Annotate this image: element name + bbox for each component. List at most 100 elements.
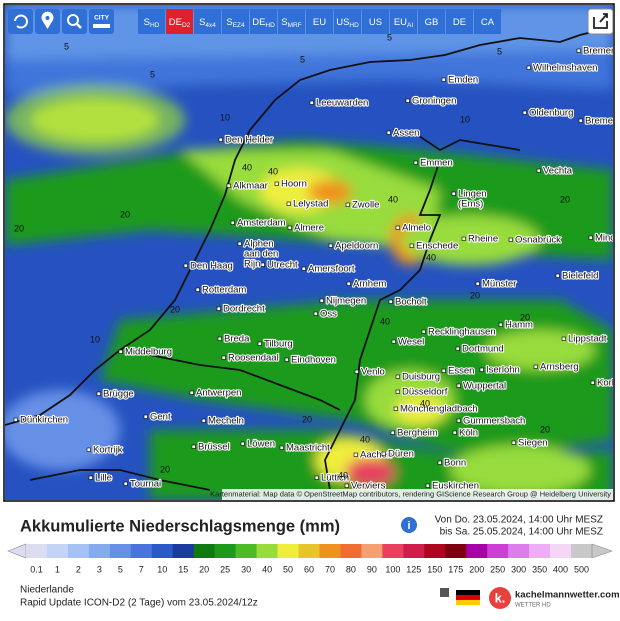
- legend-swatch: [256, 544, 278, 558]
- city-label: Utrecht: [267, 260, 298, 271]
- city-label: Maastricht: [286, 443, 330, 454]
- contour-label: 20: [470, 290, 480, 300]
- city-marker: [345, 202, 350, 207]
- city-label: Lippstadt: [568, 334, 607, 345]
- contour-label: 40: [420, 398, 430, 408]
- city-marker: [441, 77, 446, 82]
- model-button[interactable]: [250, 9, 277, 34]
- city-label: Emden: [448, 75, 478, 86]
- legend-swatch: [214, 544, 236, 558]
- model-button[interactable]: [418, 9, 445, 34]
- contour-label: 20: [540, 424, 550, 434]
- city-marker: [405, 98, 410, 103]
- city-label: Iserlohn: [486, 365, 520, 376]
- legend-value: 3: [97, 564, 102, 574]
- legend-value: 7: [139, 564, 144, 574]
- model-button[interactable]: [446, 9, 473, 34]
- legend-value: 5: [118, 564, 123, 574]
- precipitation-map[interactable]: Bremerhaven Wilhelmshaven Emden Oldenburg Br…: [0, 5, 620, 500]
- city-label: Vechta: [543, 166, 573, 177]
- contour-label: 5: [150, 69, 155, 79]
- model-button[interactable]: [334, 9, 361, 34]
- legend-value: 350: [532, 564, 547, 574]
- model-name: GB: [425, 17, 439, 28]
- model-button[interactable]: [306, 9, 333, 34]
- model-button[interactable]: [390, 9, 417, 34]
- model-button-label: DEHD: [252, 17, 275, 29]
- model-sub: MRF: [288, 22, 302, 29]
- model-name: S: [144, 17, 150, 28]
- legend-arrow-left: [7, 543, 27, 559]
- zoom-button[interactable]: [62, 9, 87, 34]
- city-label: Brügge: [103, 389, 134, 400]
- city-label: Mönchengladbach: [400, 404, 478, 415]
- model-button[interactable]: [138, 9, 165, 34]
- model-button-label: GB: [425, 17, 439, 28]
- city-label: Osnabrück: [515, 235, 561, 246]
- contour-label: 5: [497, 46, 502, 56]
- model-button[interactable]: [222, 9, 249, 34]
- city-marker: [195, 287, 200, 292]
- city-marker: [391, 339, 396, 344]
- legend-value: 25: [220, 564, 230, 574]
- city-marker: [191, 444, 196, 449]
- legend-arrow-right: [591, 543, 613, 559]
- legend-value: 1: [55, 564, 60, 574]
- city-marker: [437, 460, 442, 465]
- info-panel: Akkumulierte Niederschlagsmenge (mm) i V…: [7, 515, 620, 609]
- model-button[interactable]: [278, 9, 305, 34]
- city-label: Wilhelmshaven: [533, 63, 597, 74]
- legend-value: 2: [76, 564, 81, 574]
- model-name: S: [281, 17, 287, 28]
- city-label: Amsterdam: [237, 218, 286, 229]
- city-label: Alkmaar: [233, 181, 268, 192]
- city-marker: [274, 181, 279, 186]
- info-icon[interactable]: [401, 517, 417, 533]
- brand-logo[interactable]: [489, 587, 511, 609]
- city-marker: [461, 236, 466, 241]
- brand-logo-glyph: k.: [495, 590, 506, 605]
- city-marker: [240, 441, 245, 446]
- legend-value: 400: [553, 564, 568, 574]
- legend-value: 80: [346, 564, 356, 574]
- qr-icon[interactable]: [440, 588, 449, 597]
- contour-label: 40: [360, 434, 370, 444]
- model-button[interactable]: [362, 9, 389, 34]
- city-marker: [344, 483, 349, 488]
- city-marker: [221, 355, 226, 360]
- model-name: DE: [453, 17, 466, 28]
- refresh-button[interactable]: [8, 9, 33, 34]
- city-label: Emmen: [420, 158, 453, 169]
- contour-label: 40: [380, 316, 390, 326]
- city-label: Mind: [595, 233, 616, 244]
- contour-label: 10: [460, 114, 470, 124]
- city-marker: [455, 346, 460, 351]
- city-label: (Ems): [458, 199, 483, 210]
- city-label: aan den: [244, 249, 278, 260]
- legend: 0.1 1 2 3 5 7 10 15 20 25 30 40 50 60 70 80 90 100 125 150 1…: [7, 543, 613, 574]
- city-marker: [216, 306, 221, 311]
- legend-value: 70: [325, 564, 335, 574]
- city-label: Rijn: [244, 259, 260, 270]
- city-marker: [578, 118, 583, 123]
- city-label: Amersfoort: [308, 264, 355, 275]
- city-marker: [118, 349, 123, 354]
- city-label: Dordrecht: [223, 304, 265, 315]
- city-marker: [576, 48, 581, 53]
- city-marker: [522, 110, 527, 115]
- model-button[interactable]: [166, 9, 193, 34]
- title: Akkumulierte Niederschlagsmenge (mm): [20, 517, 340, 535]
- city-marker: [561, 336, 566, 341]
- legend-swatch: [382, 544, 404, 558]
- legend-value: 50: [283, 564, 293, 574]
- city-label: Venlo: [361, 367, 385, 378]
- model-button[interactable]: [194, 9, 221, 34]
- model-name: DE: [169, 17, 182, 28]
- model-button[interactable]: [474, 9, 501, 34]
- contour-label: 20: [14, 223, 24, 233]
- city-marker: [260, 262, 265, 267]
- city-label: Arnsberg: [540, 362, 579, 373]
- period-from: Von Do. 23.05.2024, 14:00 Uhr MESZ: [435, 515, 603, 526]
- model-button-label: DE: [453, 17, 466, 28]
- city-marker: [218, 137, 223, 142]
